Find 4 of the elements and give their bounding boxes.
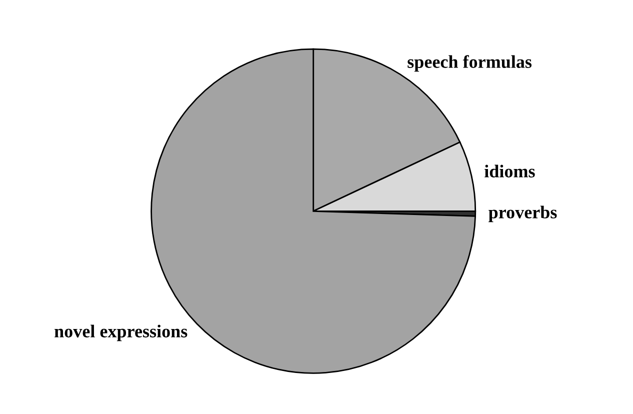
slice-label: speech formulas: [408, 55, 532, 72]
slice-label: proverbs: [488, 206, 557, 222]
slice-label: novel expressions: [54, 324, 188, 342]
slice-label: idioms: [484, 164, 535, 178]
